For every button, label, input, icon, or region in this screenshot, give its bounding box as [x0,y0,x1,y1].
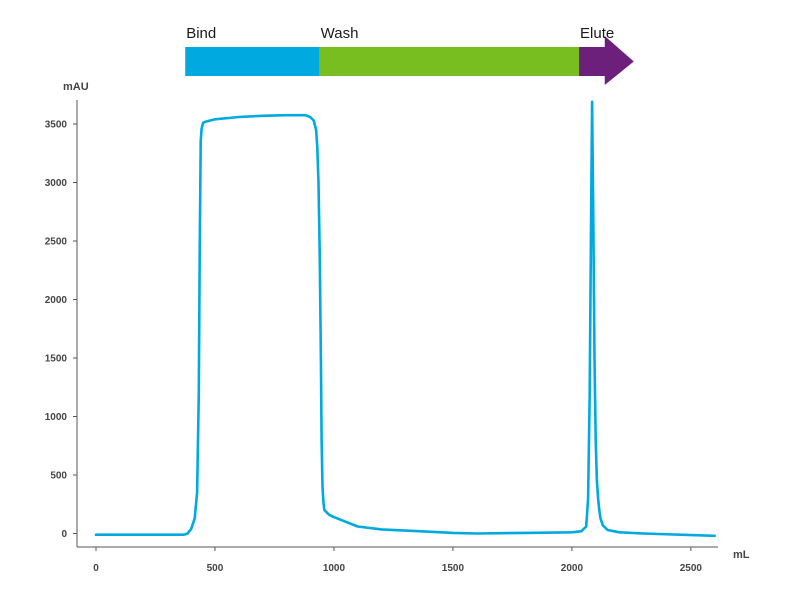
x-tick-label: 1000 [323,563,346,574]
x-tick-label: 500 [207,563,224,574]
phase-bar: Bind Wash Elute [185,25,634,85]
absorbance-trace-line [94,100,717,538]
phase-segment-bind [185,47,320,76]
x-tick-label: 2000 [561,563,584,574]
x-axis-unit-label: mL [733,549,750,561]
phase-segment-wash [319,47,580,76]
y-tick-label: 1500 [45,354,68,365]
phase-segment-elute-arrow [579,36,634,85]
phase-label-elute: Elute [580,25,614,42]
x-tick-label: 0 [93,563,99,574]
y-tick-label: 0 [61,529,67,540]
y-tick-label: 3500 [45,120,68,131]
x-tick-label: 1500 [442,563,465,574]
y-tick-label: 3000 [45,178,68,189]
y-tick-label: 500 [50,471,67,482]
x-tick-label: 2500 [680,563,703,574]
y-axis: 0 500 1000 1500 2000 2500 3000 3500 [45,100,78,547]
plot-series [94,100,717,538]
phase-label-wash: Wash [321,25,359,42]
phase-label-bind: Bind [186,25,216,42]
y-tick-label: 2500 [45,237,68,248]
y-axis-unit-label: mAU [63,81,89,93]
y-tick-label: 1000 [45,412,68,423]
y-tick-label: 2000 [45,295,68,306]
x-axis: 0 500 1000 1500 2000 2500 [77,546,718,574]
